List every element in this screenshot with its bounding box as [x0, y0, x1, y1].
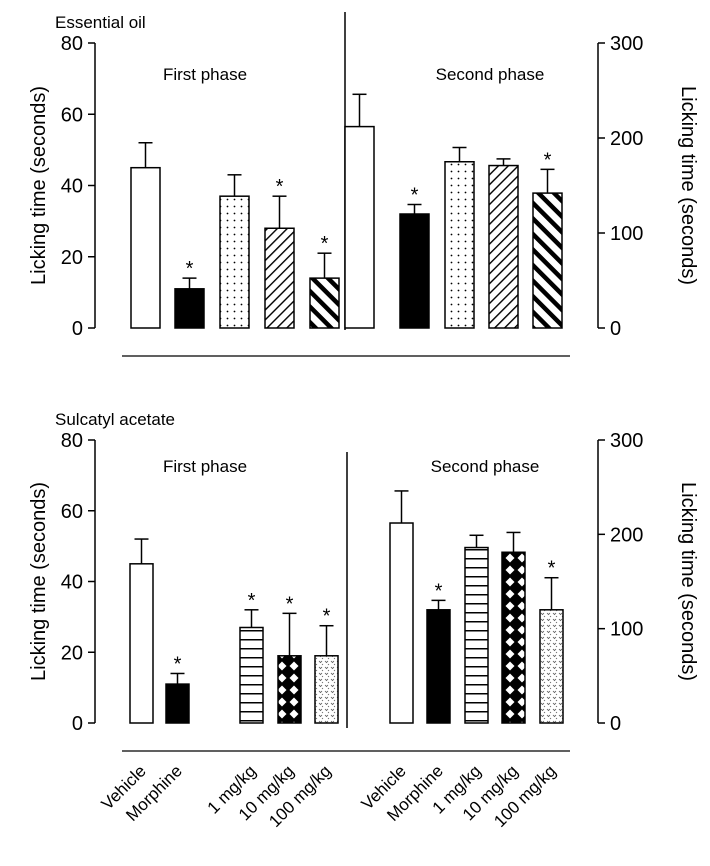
bar-vehicle — [130, 166, 161, 329]
left-tick-label: 80 — [61, 430, 83, 452]
significance-star: * — [186, 258, 194, 280]
bar-100-mg-kg — [532, 192, 563, 329]
right-tick-label: 100 — [610, 619, 643, 641]
bar-1-mg-kg — [219, 195, 250, 329]
right-tick-label: 300 — [610, 430, 643, 452]
bar-group: * — [399, 185, 430, 329]
bar-group: * — [264, 176, 295, 329]
bar-group: * — [532, 149, 563, 329]
phase-label: First phase — [163, 65, 247, 84]
bar-10-mg-kg — [264, 227, 295, 329]
significance-star: * — [321, 233, 329, 255]
phase-label: Second phase — [431, 457, 540, 476]
right-axis-label: Licking time (seconds) — [677, 86, 699, 285]
bar-group — [344, 93, 375, 329]
significance-star: * — [276, 176, 284, 198]
right-tick-label: 100 — [610, 223, 643, 245]
significance-star: * — [323, 606, 331, 628]
left-tick-label: 40 — [61, 572, 83, 594]
bar-morphine — [165, 683, 190, 724]
left-axis-label: Licking time (seconds) — [28, 482, 50, 681]
bar-100-mg-kg — [539, 609, 564, 724]
left-tick-label: 0 — [72, 318, 83, 340]
right-tick-label: 300 — [610, 33, 643, 55]
right-tick-label: 0 — [610, 713, 621, 735]
bar-vehicle — [389, 522, 414, 724]
significance-star: * — [544, 149, 552, 171]
bar-morphine — [399, 213, 430, 329]
bar-group: * — [309, 233, 340, 329]
bar-morphine — [174, 288, 205, 329]
plot-2: Sulcatyl acetate 0 20 40 60 80 0 100 200 300 Licki… — [28, 410, 699, 752]
bar-group: * — [426, 580, 451, 724]
phase-label: Second phase — [436, 65, 545, 84]
bar-10-mg-kg — [277, 655, 302, 724]
left-axis-label: Licking time (seconds) — [28, 86, 50, 285]
bar-group — [129, 538, 154, 724]
bar-10-mg-kg — [488, 164, 519, 329]
left-tick-label: 0 — [72, 713, 83, 735]
bar-10-mg-kg — [501, 551, 526, 724]
bar-1-mg-kg — [239, 626, 264, 724]
significance-star: * — [435, 580, 443, 602]
significance-star: * — [174, 653, 182, 675]
bar-vehicle — [344, 125, 375, 329]
bar-group: * — [314, 606, 339, 724]
bar-vehicle — [129, 563, 154, 724]
left-tick-label: 40 — [61, 176, 83, 198]
bar-1-mg-kg — [464, 546, 489, 724]
right-tick-label: 200 — [610, 524, 643, 546]
bar-morphine — [426, 609, 451, 724]
significance-star: * — [548, 558, 556, 580]
bar-group — [219, 174, 250, 329]
bar-group — [488, 158, 519, 329]
bar-group: * — [277, 593, 302, 724]
right-axis-label: Licking time (seconds) — [677, 482, 699, 681]
plot-title: Essential oil — [55, 13, 146, 32]
bar-group: * — [165, 653, 190, 724]
left-tick-label: 20 — [61, 247, 83, 269]
left-tick-label: 80 — [61, 33, 83, 55]
plot-1: Essential oil 0 20 40 60 80 0 100 200 300 Licking … — [28, 12, 699, 357]
bar-group: * — [174, 258, 205, 329]
bar-group — [130, 142, 161, 329]
bar-group — [444, 146, 475, 329]
left-tick-label: 20 — [61, 642, 83, 664]
bar-group: * — [239, 590, 264, 724]
bar-1-mg-kg — [444, 161, 475, 329]
bar-group: * — [539, 558, 564, 724]
bar-group — [464, 534, 489, 724]
bar-100-mg-kg — [309, 277, 340, 329]
bar-group — [389, 490, 414, 724]
significance-star: * — [286, 593, 294, 615]
left-tick-label: 60 — [61, 104, 83, 126]
plot-title: Sulcatyl acetate — [55, 410, 175, 429]
bar-group — [501, 531, 526, 724]
phase-label: First phase — [163, 457, 247, 476]
significance-star: * — [248, 590, 256, 612]
right-tick-label: 0 — [610, 318, 621, 340]
left-tick-label: 60 — [61, 501, 83, 523]
bar-100-mg-kg — [314, 655, 339, 724]
right-tick-label: 200 — [610, 128, 643, 150]
significance-star: * — [411, 185, 419, 207]
